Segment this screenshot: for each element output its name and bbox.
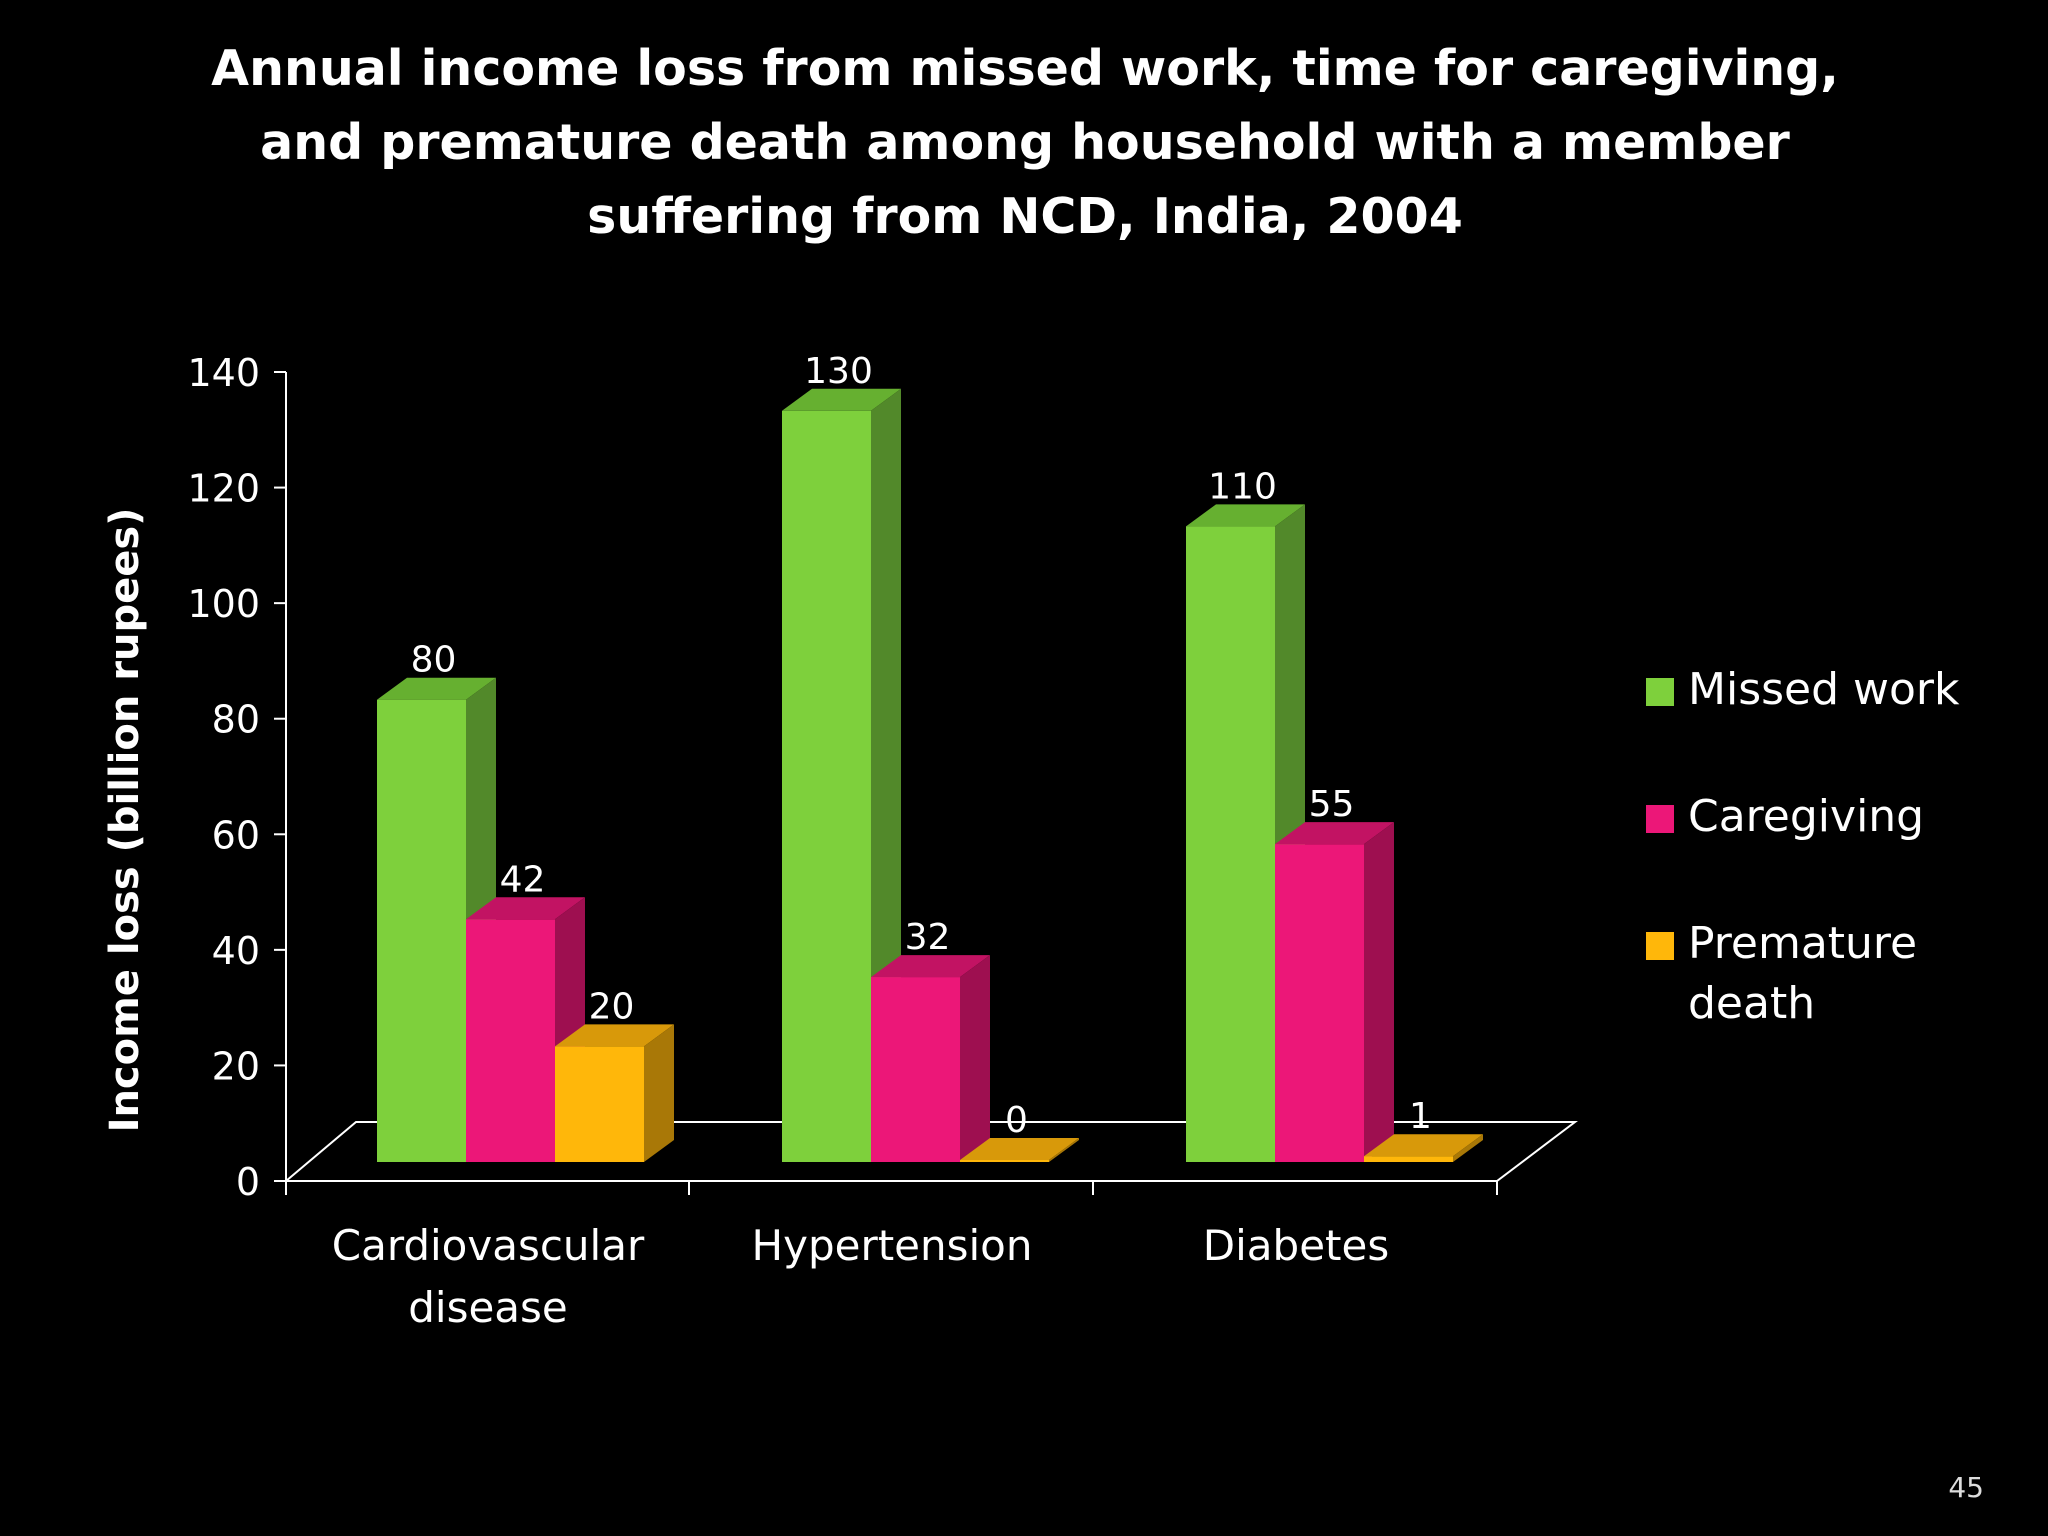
y-axis-label: Income loss (billion rupees)	[102, 508, 148, 1133]
bar	[1186, 526, 1275, 1162]
x-category-label: disease	[408, 1283, 568, 1332]
bars	[377, 388, 1483, 1162]
bar-side	[644, 1024, 674, 1162]
bar-top	[1186, 504, 1305, 527]
x-category-label: Cardiovascular	[332, 1221, 645, 1270]
legend-label: death	[1688, 978, 1816, 1029]
bar	[1275, 844, 1364, 1162]
legend-item-caregiving: Caregiving	[1640, 787, 1980, 847]
legend-swatch	[1646, 678, 1674, 706]
y-tick-label: 140	[187, 351, 260, 395]
data-label: 80	[411, 640, 457, 681]
legend-swatch	[1646, 932, 1674, 960]
data-label: 32	[905, 917, 951, 958]
bar-top	[466, 897, 585, 920]
chart-title: Annual income loss from missed work, tim…	[160, 32, 1890, 254]
data-label: 110	[1208, 466, 1277, 507]
bar-side	[1453, 1134, 1483, 1162]
data-label: 1	[1409, 1096, 1432, 1137]
legend-swatch	[1646, 805, 1674, 833]
bar-top	[782, 388, 901, 411]
y-tick-label: 40	[212, 929, 260, 973]
legend-label: Missed work	[1688, 664, 1960, 715]
bar-side	[1364, 822, 1394, 1162]
x-category-label: Diabetes	[1203, 1221, 1389, 1270]
legend-label: Caregiving	[1688, 791, 1925, 842]
legend-label: Premature	[1688, 918, 1918, 969]
y-tick-label: 60	[212, 813, 260, 857]
data-label: 20	[589, 986, 635, 1027]
bar-side	[1049, 1138, 1079, 1162]
legend-item-missed-work: Missed work	[1640, 660, 1980, 720]
bar-top	[871, 955, 990, 978]
bar-top	[960, 1138, 1079, 1160]
bar-top	[1275, 822, 1394, 845]
bar	[377, 699, 466, 1162]
bar-top	[377, 677, 496, 700]
data-label: 0	[1005, 1100, 1028, 1141]
page-number: 45	[1948, 1471, 1984, 1504]
x-category-label: Hypertension	[752, 1221, 1033, 1270]
bar	[466, 919, 555, 1162]
bar	[871, 977, 960, 1162]
data-label: 42	[500, 859, 546, 900]
bar	[555, 1046, 644, 1162]
x-axis-categories: Cardiovascular disease Hypertension Diabete…	[332, 1221, 1389, 1332]
y-tick-label: 20	[212, 1044, 260, 1088]
bar-top	[1364, 1134, 1483, 1157]
bar	[1364, 1156, 1453, 1162]
data-label: 130	[804, 351, 873, 392]
bar	[782, 410, 871, 1162]
y-tick-label: 120	[187, 467, 260, 511]
title-line: Annual income loss from missed work, tim…	[211, 40, 1839, 97]
title-line: suffering from NCD, India, 2004	[587, 188, 1463, 245]
y-tick-label: 0	[236, 1160, 260, 1204]
title-line: and premature death among household with…	[260, 114, 1790, 171]
y-tick-label: 80	[212, 698, 260, 742]
bar	[960, 1160, 1049, 1162]
data-labels: 80 130 110 42 32 55 20 0 1	[411, 351, 1432, 1141]
bar-top	[555, 1024, 674, 1047]
legend: Missed work Caregiving Premature death	[1640, 660, 1980, 1101]
y-tick-label: 100	[187, 582, 260, 626]
data-label: 55	[1309, 784, 1355, 825]
bar-side	[960, 955, 990, 1162]
legend-item-premature-death: Premature death	[1640, 914, 1980, 1034]
